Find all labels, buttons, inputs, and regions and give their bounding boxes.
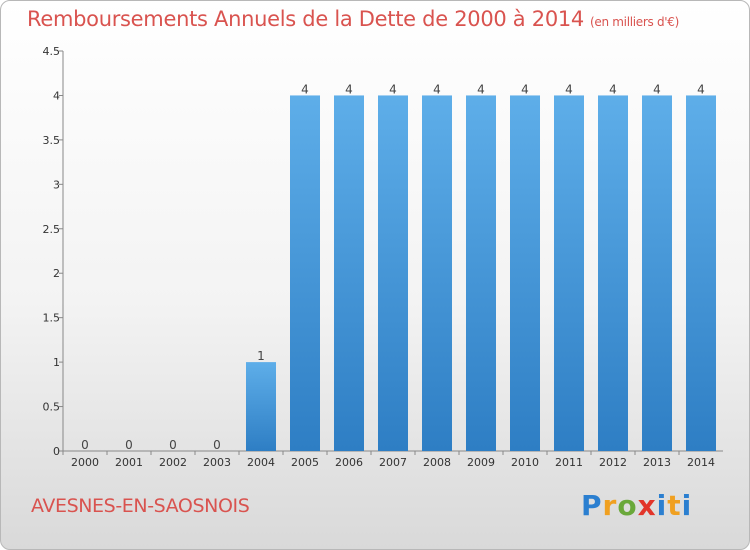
bar-2004 xyxy=(246,362,276,451)
y-tick-label: 2.5 xyxy=(43,223,61,236)
bar-value-label-2014: 4 xyxy=(697,82,705,96)
chart-title-text: Remboursements Annuels de la Dette de 20… xyxy=(27,7,584,31)
x-tick-label-2012: 2012 xyxy=(599,456,627,469)
bars: 0 0 0 0 1 4 4 4 4 4 4 4 4 4 4 xyxy=(81,82,716,452)
x-tick-label-2009: 2009 xyxy=(467,456,495,469)
bar-value-label-2012: 4 xyxy=(609,82,617,96)
bar-value-label-2009: 4 xyxy=(477,82,485,96)
y-tick-label: 0 xyxy=(53,445,60,458)
bar-value-label-2005: 4 xyxy=(301,82,309,96)
y-tick-label: 4.5 xyxy=(43,45,61,58)
bar-2012 xyxy=(598,95,628,451)
y-tick-label: 4 xyxy=(53,89,60,102)
bar-value-label-2013: 4 xyxy=(653,82,661,96)
y-tick-label: 3.5 xyxy=(43,134,61,147)
bar-value-label-2008: 4 xyxy=(433,82,441,96)
bar-value-label-2007: 4 xyxy=(389,82,397,96)
bar-value-label-2001: 0 xyxy=(125,438,133,452)
bar-2014 xyxy=(686,95,716,451)
bar-2006 xyxy=(334,95,364,451)
chart-title: Remboursements Annuels de la Dette de 20… xyxy=(27,7,679,31)
chart-unit: (en milliers d'€) xyxy=(590,15,680,29)
x-tick-label-2004: 2004 xyxy=(247,456,275,469)
x-tick-label-2000: 2000 xyxy=(71,456,99,469)
x-tick-label-2010: 2010 xyxy=(511,456,539,469)
x-tick-label-2001: 2001 xyxy=(115,456,143,469)
logo-letter-i2: i xyxy=(681,489,693,522)
y-tick-label: 3 xyxy=(53,178,60,191)
y-tick-label: 0.5 xyxy=(43,401,61,414)
x-tick-label-2013: 2013 xyxy=(643,456,671,469)
y-tick-label: 1 xyxy=(53,356,60,369)
bar-value-label-2010: 4 xyxy=(521,82,529,96)
x-tick-label-2011: 2011 xyxy=(555,456,583,469)
axes: 0 0.5 1 1.5 2 2.5 3 3.5 4 4.5 2000 2001 2002 2003 2004… xyxy=(43,45,723,469)
logo-letter-p: P xyxy=(581,489,603,522)
y-tick-label: 2 xyxy=(53,267,60,280)
bar-2010 xyxy=(510,95,540,451)
bar-value-label-2006: 4 xyxy=(345,82,353,96)
logo-letter-o: o xyxy=(617,489,638,522)
x-tick-label-2008: 2008 xyxy=(423,456,451,469)
bar-2009 xyxy=(466,95,496,451)
bar-value-label-2000: 0 xyxy=(81,438,89,452)
x-tick-label-2005: 2005 xyxy=(291,456,319,469)
x-tick-label-2014: 2014 xyxy=(687,456,715,469)
x-tick-label-2006: 2006 xyxy=(335,456,363,469)
logo-letter-i: i xyxy=(656,489,668,522)
y-tick-label: 1.5 xyxy=(43,312,61,325)
bar-2013 xyxy=(642,95,672,451)
bar-value-label-2003: 0 xyxy=(213,438,221,452)
bar-value-label-2011: 4 xyxy=(565,82,573,96)
bar-value-label-2004: 1 xyxy=(257,349,265,363)
commune-name: AVESNES-EN-SAOSNOIS xyxy=(31,495,250,517)
logo-letter-t: t xyxy=(667,489,682,522)
x-tick-label-2007: 2007 xyxy=(379,456,407,469)
bar-value-label-2002: 0 xyxy=(169,438,177,452)
proxiti-logo: Proxiti xyxy=(581,489,692,522)
bar-2007 xyxy=(378,95,408,451)
x-tick-label-2003: 2003 xyxy=(203,456,231,469)
x-tick-label-2002: 2002 xyxy=(159,456,187,469)
logo-letter-x: x xyxy=(637,489,657,522)
logo-letter-r: r xyxy=(602,489,618,522)
bar-2011 xyxy=(554,95,584,451)
bar-2008 xyxy=(422,95,452,451)
bar-2005 xyxy=(290,95,320,451)
